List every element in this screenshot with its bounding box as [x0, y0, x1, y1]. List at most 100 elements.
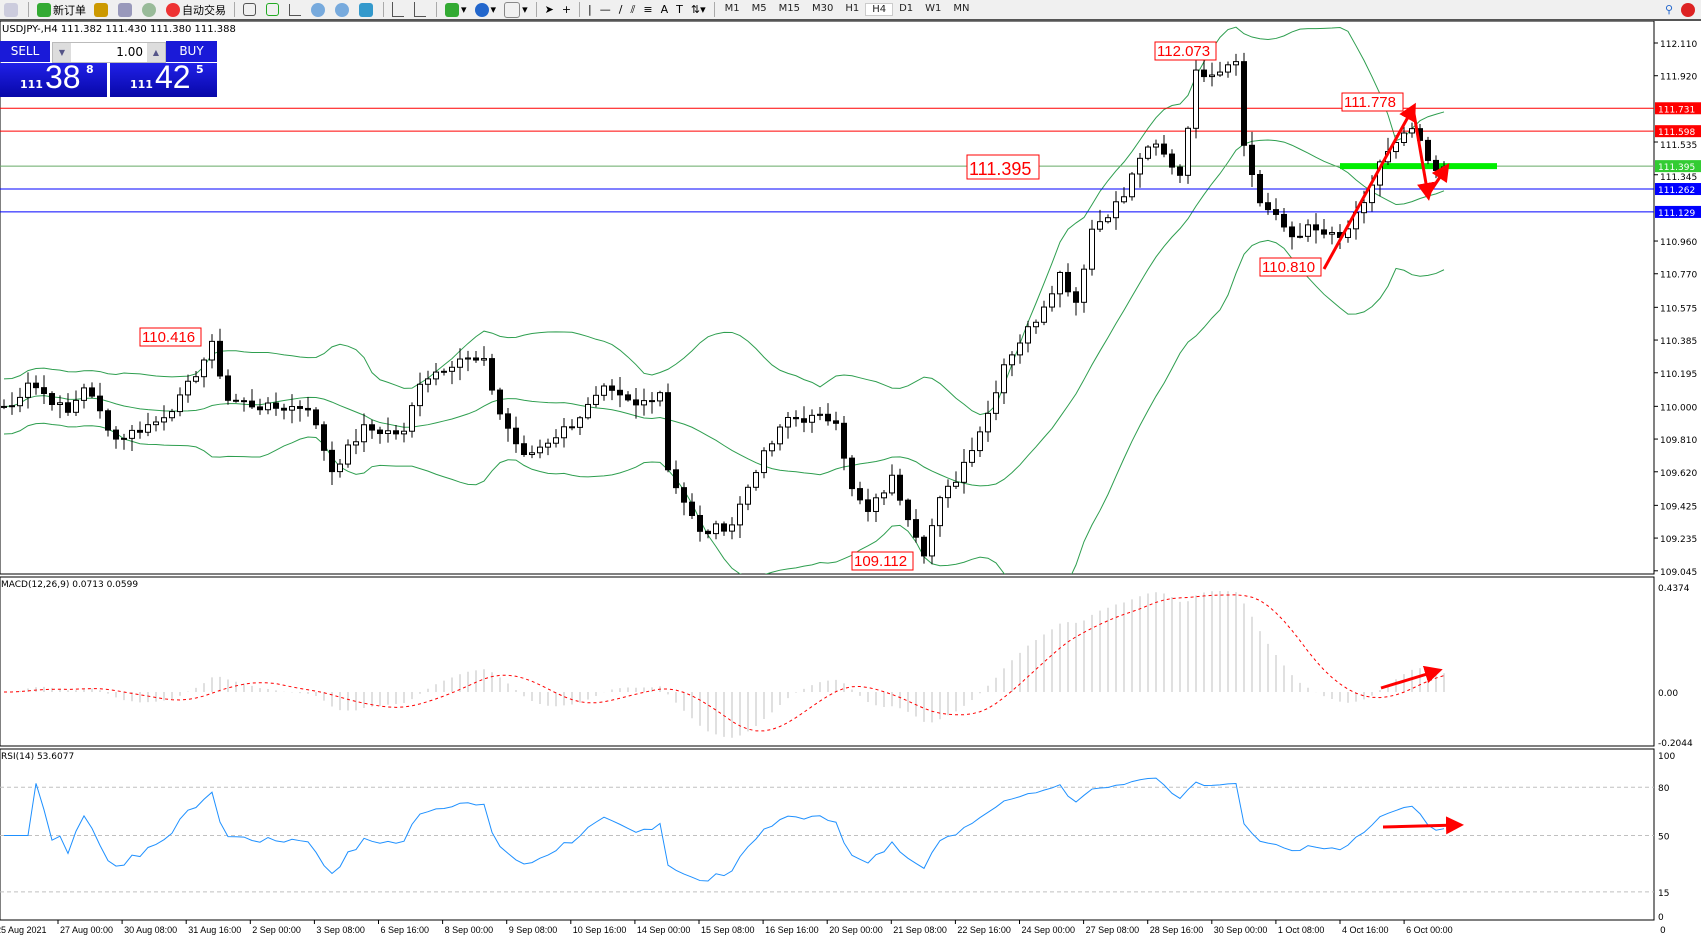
new-order-button[interactable]: 新订单 — [33, 1, 90, 18]
signals-button[interactable] — [138, 1, 162, 18]
chart-shift-button[interactable] — [410, 1, 432, 18]
macd-plot — [3, 591, 1445, 738]
candle-body — [145, 424, 151, 433]
timeframe-m15[interactable]: M15 — [778, 3, 800, 14]
search-icon — [4, 2, 18, 17]
price-annotation[interactable]: 111.778 — [1344, 94, 1396, 111]
candle-body — [193, 376, 199, 382]
candle-body — [1193, 69, 1199, 129]
trend-arrow-up[interactable] — [1322, 102, 1416, 270]
text-label-button[interactable]: T — [672, 1, 687, 18]
candle — [537, 439, 543, 459]
candle-body — [457, 358, 463, 368]
candle — [73, 390, 79, 417]
trend-arrow-down[interactable] — [1411, 107, 1435, 201]
crosshair-button[interactable]: + — [558, 1, 575, 18]
buy-price[interactable]: 111 42 5 — [110, 59, 217, 97]
arrows-button[interactable]: ⇅▾ — [687, 1, 710, 18]
price-annotation-box[interactable] — [1341, 92, 1404, 112]
candle — [65, 393, 71, 416]
candle-body — [705, 530, 711, 535]
price-annotation-box[interactable] — [851, 551, 914, 571]
timeframe-m5[interactable]: M5 — [751, 3, 767, 14]
vertical-line-button[interactable]: | — [584, 1, 596, 18]
timeframe-mn[interactable]: MN — [953, 3, 970, 14]
rsi-trend-arrow[interactable] — [1382, 816, 1464, 835]
news-button[interactable] — [114, 1, 138, 18]
macd-tick-label: 0.00 — [1658, 689, 1678, 699]
zoom-out-button[interactable] — [331, 1, 355, 18]
candlestick-button[interactable] — [262, 1, 285, 18]
price-plot — [0, 26, 1654, 574]
pivot-zone-marker[interactable] — [1340, 163, 1497, 170]
candle — [233, 393, 239, 403]
fibonacci-button[interactable]: ≡ — [639, 1, 656, 18]
candle — [57, 395, 63, 419]
trend-arrow-up[interactable] — [1426, 163, 1450, 196]
auto-scroll-button[interactable] — [388, 1, 410, 18]
candle — [665, 383, 671, 473]
price-annotation-box[interactable] — [1154, 41, 1217, 61]
candle — [721, 521, 727, 536]
templates-button[interactable]: ▾ — [500, 1, 532, 18]
zoom-in-button[interactable] — [307, 1, 331, 18]
candle — [377, 426, 383, 444]
timeframe-m1[interactable]: M1 — [724, 3, 740, 14]
candle-body — [1017, 342, 1023, 356]
horizontal-line-button[interactable]: — — [596, 1, 615, 18]
candle — [905, 498, 911, 527]
timeframe-d1[interactable]: D1 — [899, 3, 914, 14]
line-chart-button[interactable] — [285, 1, 307, 18]
search-button[interactable] — [0, 1, 24, 18]
sell-price[interactable]: 111 38 8 — [0, 59, 107, 97]
candle-body — [873, 497, 879, 512]
lot-decrease-button[interactable]: ▼ — [53, 43, 71, 62]
timeframe-h1[interactable]: H1 — [845, 3, 860, 14]
tile-windows-button[interactable] — [355, 1, 379, 18]
candle-body — [497, 389, 503, 415]
price-annotation[interactable]: 112.073 — [1157, 43, 1210, 60]
timeframe-h4[interactable]: H4 — [865, 3, 894, 16]
candle-body — [265, 402, 271, 411]
cursor-button[interactable]: ➤ — [541, 1, 558, 18]
lot-size-input[interactable]: ▼ 1.00 ▲ — [52, 42, 166, 63]
text-button[interactable]: A — [657, 1, 673, 18]
notifications-button[interactable] — [1677, 1, 1701, 18]
channel-button[interactable]: ⫽ — [626, 1, 639, 18]
price-annotation-box[interactable] — [966, 154, 1040, 180]
timeframe-w1[interactable]: W1 — [925, 3, 942, 14]
candle — [129, 424, 135, 452]
sell-button[interactable]: SELL — [0, 41, 50, 62]
price-annotation[interactable]: 109.112 — [854, 553, 907, 570]
candle-body — [1153, 143, 1159, 148]
periods-button[interactable]: ▾ — [471, 1, 501, 18]
candle — [1217, 61, 1223, 77]
price-annotation[interactable]: 110.810 — [1262, 259, 1315, 276]
bar-chart-button[interactable] — [239, 1, 262, 18]
price-annotation-box[interactable] — [139, 327, 202, 347]
price-annotation-box[interactable] — [1259, 257, 1322, 277]
price-annotation[interactable]: 110.416 — [142, 329, 195, 346]
chart-area[interactable]: 111.731 111.598 111.395 111.262 111.129 112.0… — [0, 21, 1701, 938]
candle-body — [401, 430, 407, 435]
indicators-button[interactable]: ▾ — [441, 1, 471, 18]
buy-button[interactable]: BUY — [166, 41, 217, 62]
trendline-button[interactable]: / — [615, 1, 627, 18]
candle-body — [897, 474, 903, 501]
time-label: 6 Oct 00:00 — [1406, 925, 1453, 935]
candle-body — [41, 387, 47, 395]
search-button[interactable]: ⚲ — [1661, 1, 1677, 18]
candle — [97, 382, 103, 419]
candle — [561, 418, 567, 448]
lot-increase-button[interactable]: ▲ — [147, 43, 165, 62]
candle — [865, 488, 871, 522]
candle — [769, 440, 775, 457]
timeframe-m30[interactable]: M30 — [811, 3, 834, 14]
auto-trading-button[interactable]: 自动交易 — [162, 1, 230, 18]
candle-body — [985, 412, 991, 433]
candle — [25, 372, 31, 409]
price-annotation[interactable]: 111.395 — [969, 159, 1031, 179]
macd-trend-arrow[interactable] — [1380, 665, 1443, 690]
market-watch-button[interactable] — [90, 1, 114, 18]
candle — [217, 328, 223, 379]
